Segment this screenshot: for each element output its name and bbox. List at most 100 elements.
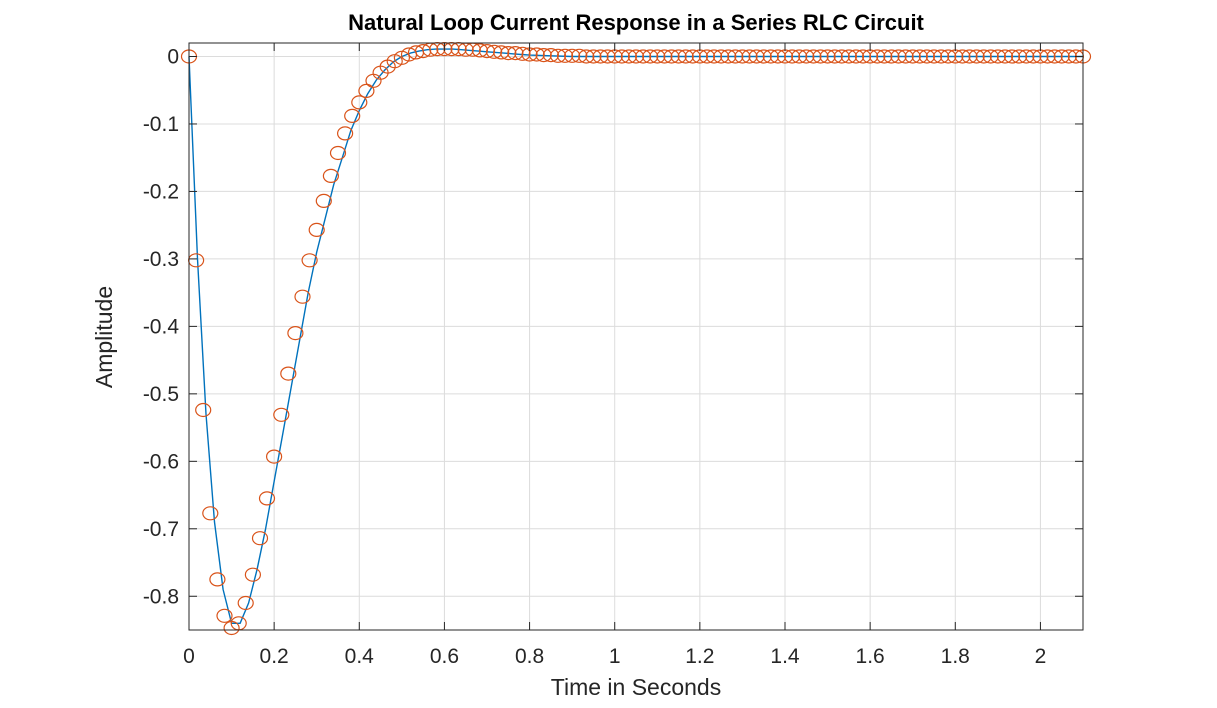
sample-marker (833, 49, 850, 64)
sample-marker (627, 49, 645, 64)
sample-marker (762, 49, 779, 64)
y-tick-label: -0.2 (143, 180, 179, 203)
sample-marker (493, 45, 510, 60)
sample-marker (202, 506, 219, 521)
sample-marker (769, 49, 787, 64)
sample-marker (727, 49, 744, 64)
sample-marker (535, 47, 552, 63)
sample-marker (791, 49, 808, 64)
sample-marker (996, 49, 1014, 64)
sample-marker (358, 83, 375, 99)
sample-marker (954, 49, 971, 64)
sample-marker (1003, 49, 1021, 64)
axis-ticks: 0 0.2 0.4 0.6 0.8 1 1.2 1.4 1.6 1.8 2 0 -0.1 -0.2 -0.3… (143, 43, 1083, 668)
sample-marker (890, 49, 907, 64)
sample-marker (329, 145, 347, 161)
sample-marker (911, 49, 928, 64)
sample-marker (266, 449, 283, 464)
sample-marker (216, 608, 233, 623)
sample-marker (294, 289, 311, 304)
sample-marker (670, 49, 687, 64)
plot-frame (188, 42, 1084, 631)
sample-marker (854, 49, 872, 64)
sample-marker (556, 48, 574, 63)
sample-marker (1025, 49, 1042, 64)
sample-marker (940, 49, 957, 64)
sample-marker (798, 49, 815, 64)
y-axis-label: Amplitude (91, 286, 117, 388)
sample-marker (549, 48, 567, 63)
y-tick-label: 0 (167, 45, 179, 68)
sample-marker (592, 49, 609, 64)
sample-marker (819, 49, 836, 64)
sample-marker (734, 49, 751, 64)
y-tick-label: -0.3 (143, 248, 179, 271)
sample-marker (258, 491, 276, 506)
sample-marker (1039, 49, 1056, 64)
sample-marker (720, 49, 737, 64)
sample-marker (507, 45, 524, 61)
sample-marker (634, 49, 652, 64)
grid-lines (188, 43, 1083, 630)
sample-marker (351, 95, 368, 110)
x-tick-label: 1 (609, 645, 621, 668)
sample-marker (876, 49, 893, 64)
sample-marker (599, 49, 616, 64)
sample-marker (840, 49, 858, 64)
sample-marker (812, 49, 829, 64)
sample-marker (783, 49, 801, 64)
sample-marker (925, 49, 943, 64)
sample-marker (904, 49, 921, 64)
y-tick-label: -0.4 (143, 315, 180, 338)
sample-marker (677, 49, 694, 64)
sample-marker (585, 49, 602, 64)
x-tick-label: 1.6 (856, 645, 885, 668)
sample-marker (613, 49, 630, 64)
sample-marker (500, 45, 517, 61)
sample-marker (1018, 49, 1035, 64)
sample-marker (514, 46, 531, 61)
sample-marker (280, 366, 297, 381)
sample-marker (1053, 49, 1070, 64)
sample-marker (486, 44, 503, 59)
sample-marker (273, 407, 290, 422)
sample-marker (705, 49, 723, 64)
y-tick-label: -0.5 (143, 383, 179, 406)
sample-marker (563, 48, 581, 63)
sample-marker (883, 49, 900, 64)
sample-marker (195, 402, 212, 418)
sample-marker (471, 43, 488, 58)
sample-marker (649, 49, 666, 64)
sample-marker (989, 49, 1007, 64)
sample-marker (741, 49, 758, 64)
x-tick-label: 0.6 (430, 645, 459, 668)
sample-marker (805, 49, 822, 64)
sample-marker (748, 49, 765, 64)
x-tick-label: 0.2 (260, 645, 289, 668)
data-series (180, 41, 1092, 636)
x-tick-label: 1.4 (770, 645, 800, 668)
sample-marker (1046, 49, 1063, 64)
x-axis-label: Time in Seconds (551, 674, 721, 700)
sample-marker (961, 49, 978, 64)
sample-marker (918, 49, 936, 64)
sample-marker (826, 49, 843, 64)
x-tick-label: 0.8 (515, 645, 544, 668)
sample-marker (542, 47, 560, 63)
sample-marker (237, 595, 254, 611)
sample-marker (578, 49, 595, 64)
sample-marker (982, 49, 999, 64)
sample-marker (975, 49, 992, 64)
x-tick-label: 1.2 (685, 645, 714, 668)
sample-marker (712, 49, 730, 64)
sample-marker (478, 43, 496, 59)
sample-marker (337, 126, 354, 141)
plot-background (189, 43, 1083, 630)
sample-marker (642, 49, 659, 64)
x-tick-label: 0 (183, 645, 195, 668)
sample-marker (656, 49, 673, 64)
sample-marker (344, 108, 361, 124)
sample-marker (932, 49, 950, 64)
y-tick-label: -0.1 (143, 113, 179, 136)
